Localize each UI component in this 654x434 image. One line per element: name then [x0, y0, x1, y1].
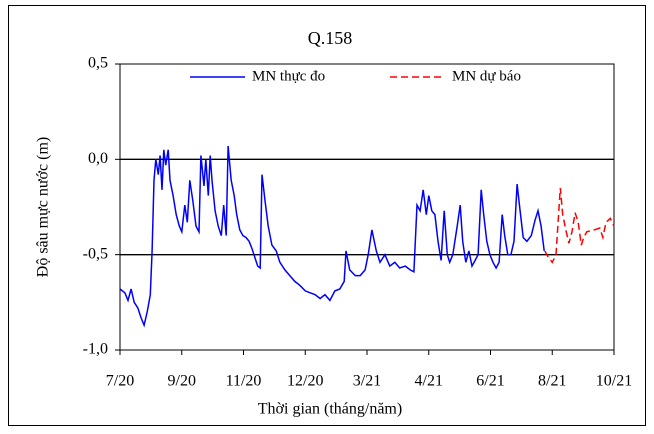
y-tick-label: -1,0 [83, 341, 108, 358]
x-tick-label: 10/21 [596, 373, 632, 390]
x-tick-label: 3/21 [353, 373, 381, 390]
x-tick-label: 6/21 [476, 373, 504, 390]
y-axis-label: Độ sâu mực nước (m) [35, 137, 52, 277]
y-tick-label: 0,0 [88, 150, 108, 167]
x-tick-label: 4/21 [415, 373, 443, 390]
y-tick-label: 0,5 [88, 55, 108, 72]
x-axis-label: Thời gian (tháng/năm) [258, 401, 402, 418]
x-tick-label: 12/20 [287, 373, 323, 390]
x-tick-label: 11/20 [226, 373, 262, 390]
x-tick-label: 7/20 [106, 373, 134, 390]
x-tick-label: 8/21 [538, 373, 566, 390]
data-line [119, 145, 545, 328]
x-tick-label: 9/20 [168, 373, 196, 390]
chart-title: Q.158 [308, 28, 353, 48]
legend-label: MN dự báo [452, 68, 521, 84]
y-tick-label: -0,5 [83, 245, 108, 262]
data-line [544, 187, 615, 264]
plot-area [119, 63, 615, 351]
legend-label: MN thực đo [252, 68, 325, 84]
